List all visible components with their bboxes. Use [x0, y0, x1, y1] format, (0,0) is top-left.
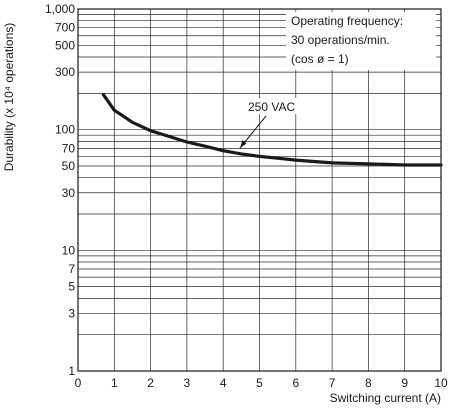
x-tick-label: 5: [256, 376, 263, 390]
annotation-line-3: (cos ø = 1): [291, 52, 349, 66]
y-tick-label: 1: [68, 364, 75, 378]
tick-labels: 0 1 2 3 4 5 6 7 8 9 101357103050701003005007001,00…: [45, 2, 448, 390]
x-tick-label: 1: [111, 376, 118, 390]
plot-border: [77, 8, 442, 372]
y-tick-label: 500: [55, 38, 75, 52]
x-tick-label: 8: [365, 376, 372, 390]
y-tick-label: 100: [55, 123, 75, 137]
y-tick-label: 300: [55, 65, 75, 79]
series-line: [101, 93, 443, 167]
y-tick-label: 30: [62, 186, 76, 200]
x-tick-label: 6: [292, 376, 299, 390]
x-tick-label: 4: [220, 376, 227, 390]
series-label-arrowhead: [240, 140, 247, 148]
x-axis-title: Switching current (A): [330, 391, 441, 405]
y-axis-title: Durability (x 10⁴ operations): [2, 23, 16, 172]
y-tick-label: 5: [68, 280, 75, 294]
y-tick-label: 7: [68, 262, 75, 276]
annotation-line-1: Operating frequency:: [291, 14, 403, 28]
x-tick-label: 0: [75, 376, 82, 390]
y-tick-label: 10: [62, 243, 76, 257]
series-group: [101, 93, 443, 167]
x-tick-label: 7: [329, 376, 336, 390]
x-tick-label: 10: [434, 376, 448, 390]
series-label: 250 VAC: [248, 100, 295, 114]
y-tick-label: 70: [62, 141, 76, 155]
series-label-background: [246, 98, 308, 114]
y-tick-label: 700: [55, 21, 75, 35]
annotation-background: [286, 12, 436, 70]
x-tick-label: 2: [147, 376, 154, 390]
x-tick-label: 9: [401, 376, 408, 390]
y-tick-label: 3: [68, 306, 75, 320]
y-tick-label: 1,000: [45, 2, 75, 16]
annotation-line-2: 30 operations/min.: [291, 33, 390, 47]
y-tick-label: 50: [62, 159, 76, 173]
x-tick-label: 3: [184, 376, 191, 390]
